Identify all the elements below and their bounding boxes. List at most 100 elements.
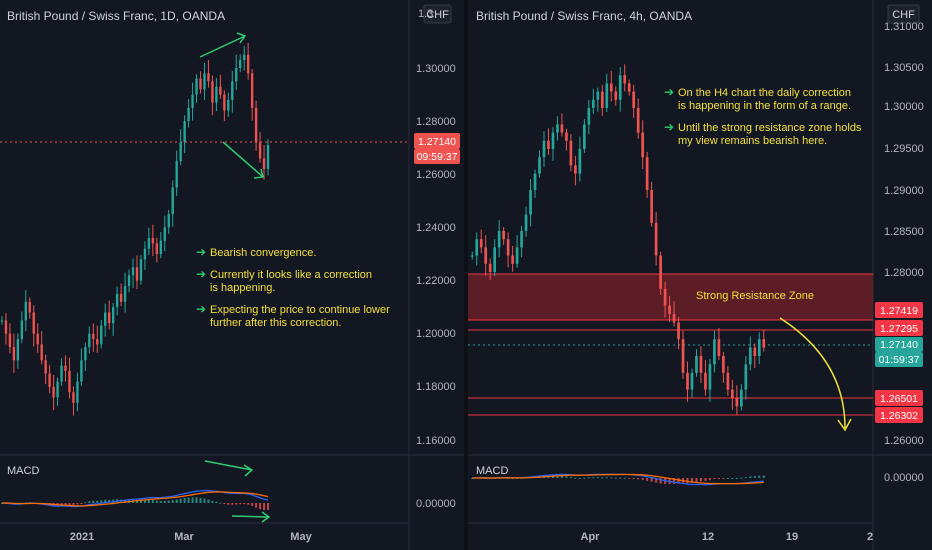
macd-histogram-bar — [641, 478, 644, 480]
macd-histogram-bar — [255, 503, 258, 508]
left-y-tick: 1.26000 — [416, 169, 456, 181]
projection-arrowhead — [837, 418, 852, 432]
candle-body — [115, 293, 119, 308]
candle-body — [20, 320, 24, 340]
right-y-tick: 1.28000 — [884, 267, 924, 279]
annotation-bullet-icon: ➔ — [196, 245, 206, 259]
macd-histogram-bar — [84, 502, 87, 504]
macd-histogram-bar — [211, 500, 214, 503]
right-chart[interactable]: British Pound / Swiss Franc, 4h, OANDA C… — [468, 0, 932, 550]
macd-histogram-bar — [151, 499, 154, 503]
badge-level-4 — [875, 407, 923, 423]
candle-body — [80, 360, 83, 382]
annotation-bullet-icon: ➔ — [664, 120, 674, 134]
candle-body — [239, 60, 242, 68]
candle-body — [488, 263, 492, 272]
macd-histogram-bar — [574, 477, 577, 479]
candle-body — [199, 78, 202, 90]
candle-body — [470, 255, 474, 257]
macd-histogram-bar — [735, 477, 738, 479]
right-y-tick: 1.29500 — [884, 143, 924, 155]
macd-histogram-bar — [243, 503, 246, 505]
annotation-bullet-icon: ➔ — [664, 85, 674, 99]
macd-histogram-bar — [219, 502, 222, 504]
candle-body — [28, 301, 31, 313]
left-y-axis[interactable]: 1.30000 1.28000 1.26000 1.24000 1.22000 1.200… — [416, 63, 456, 447]
macd-histogram-bar — [753, 476, 756, 478]
annotation-text: Expecting the price to continue lower — [210, 304, 390, 316]
right-y-axis[interactable]: 1.30500 1.30000 1.29500 1.29000 1.28500 1.280… — [884, 62, 924, 447]
candle-body — [60, 365, 63, 382]
candle-body — [717, 339, 721, 356]
candle-body — [215, 86, 218, 103]
macd-histogram-bar — [88, 501, 91, 503]
macd-histogram-bar — [605, 477, 608, 479]
right-macd-indicator — [471, 473, 765, 486]
left-macd-arrow-bottom — [231, 515, 270, 518]
candle-body — [623, 75, 627, 84]
candle-body — [529, 190, 532, 215]
right-x-tick-12: 12 — [702, 531, 714, 543]
candle-body — [246, 54, 250, 74]
panel-divider[interactable] — [464, 0, 468, 550]
candle-body — [739, 389, 743, 407]
annotation-text: Bearish convergence. — [210, 247, 316, 259]
left-y-tick: 1.22000 — [416, 275, 456, 287]
macd-histogram-bar — [623, 477, 626, 479]
candle-body — [583, 124, 586, 149]
left-y-tick: 1.20000 — [416, 328, 456, 340]
candle-body — [195, 78, 198, 95]
left-macd-label: MACD — [7, 465, 39, 477]
right-currency-button[interactable] — [887, 4, 920, 24]
left-chart[interactable]: British Pound / Swiss Franc, 1D, OANDA C… — [0, 0, 464, 550]
left-currency-button[interactable] — [423, 4, 452, 24]
candle-body — [520, 231, 523, 248]
macd-histogram-bar — [637, 478, 640, 480]
candle-body — [574, 165, 577, 174]
badge-level-4-text: 1.26302 — [880, 410, 918, 422]
candle-body — [32, 312, 35, 334]
right-y-tick: 1.26000 — [884, 435, 924, 447]
candle-body — [52, 386, 55, 398]
candle-body — [175, 161, 178, 188]
candle-body — [668, 305, 671, 314]
macd-histogram-bar — [239, 503, 242, 505]
macd-histogram-bar — [139, 499, 142, 503]
macd-histogram-bar — [592, 477, 595, 479]
candle-body — [131, 267, 135, 276]
right-y-tick: 1.30500 — [884, 62, 924, 74]
macd-histogram-bar — [64, 503, 67, 505]
candle-body — [139, 259, 143, 281]
candle-body — [596, 91, 600, 100]
macd-signal-line — [472, 473, 764, 485]
candle-body — [762, 339, 766, 348]
candle-body — [708, 364, 712, 390]
candle-body — [24, 301, 27, 321]
candle-body — [654, 222, 658, 256]
macd-histogram-bar — [80, 503, 83, 504]
candle-body — [533, 173, 537, 190]
macd-histogram-bar — [565, 476, 568, 478]
candle-body — [609, 83, 613, 92]
macd-histogram-bar — [619, 477, 622, 479]
macd-histogram-bar — [699, 478, 702, 482]
candle-body — [636, 108, 640, 133]
macd-histogram-bar — [471, 478, 474, 479]
candle-body — [262, 158, 266, 169]
candle-body — [243, 54, 246, 61]
right-countdown-badge — [875, 352, 923, 367]
right-annotation-list: ➔ On the H4 chart the daily correctionis … — [664, 85, 862, 147]
macd-histogram-bar — [569, 477, 572, 479]
candle-body — [191, 94, 194, 108]
right-y-tick: 1.28500 — [884, 226, 924, 238]
macd-histogram-bar — [596, 477, 599, 479]
candle-body — [72, 392, 75, 403]
candle-body — [493, 247, 497, 272]
candle-body — [40, 344, 43, 361]
macd-histogram-bar — [704, 478, 707, 481]
candle-body — [551, 132, 555, 149]
macd-histogram-bar — [560, 475, 563, 478]
candle-body — [538, 157, 541, 174]
macd-histogram-bar — [76, 503, 79, 505]
candle-body — [183, 121, 186, 143]
